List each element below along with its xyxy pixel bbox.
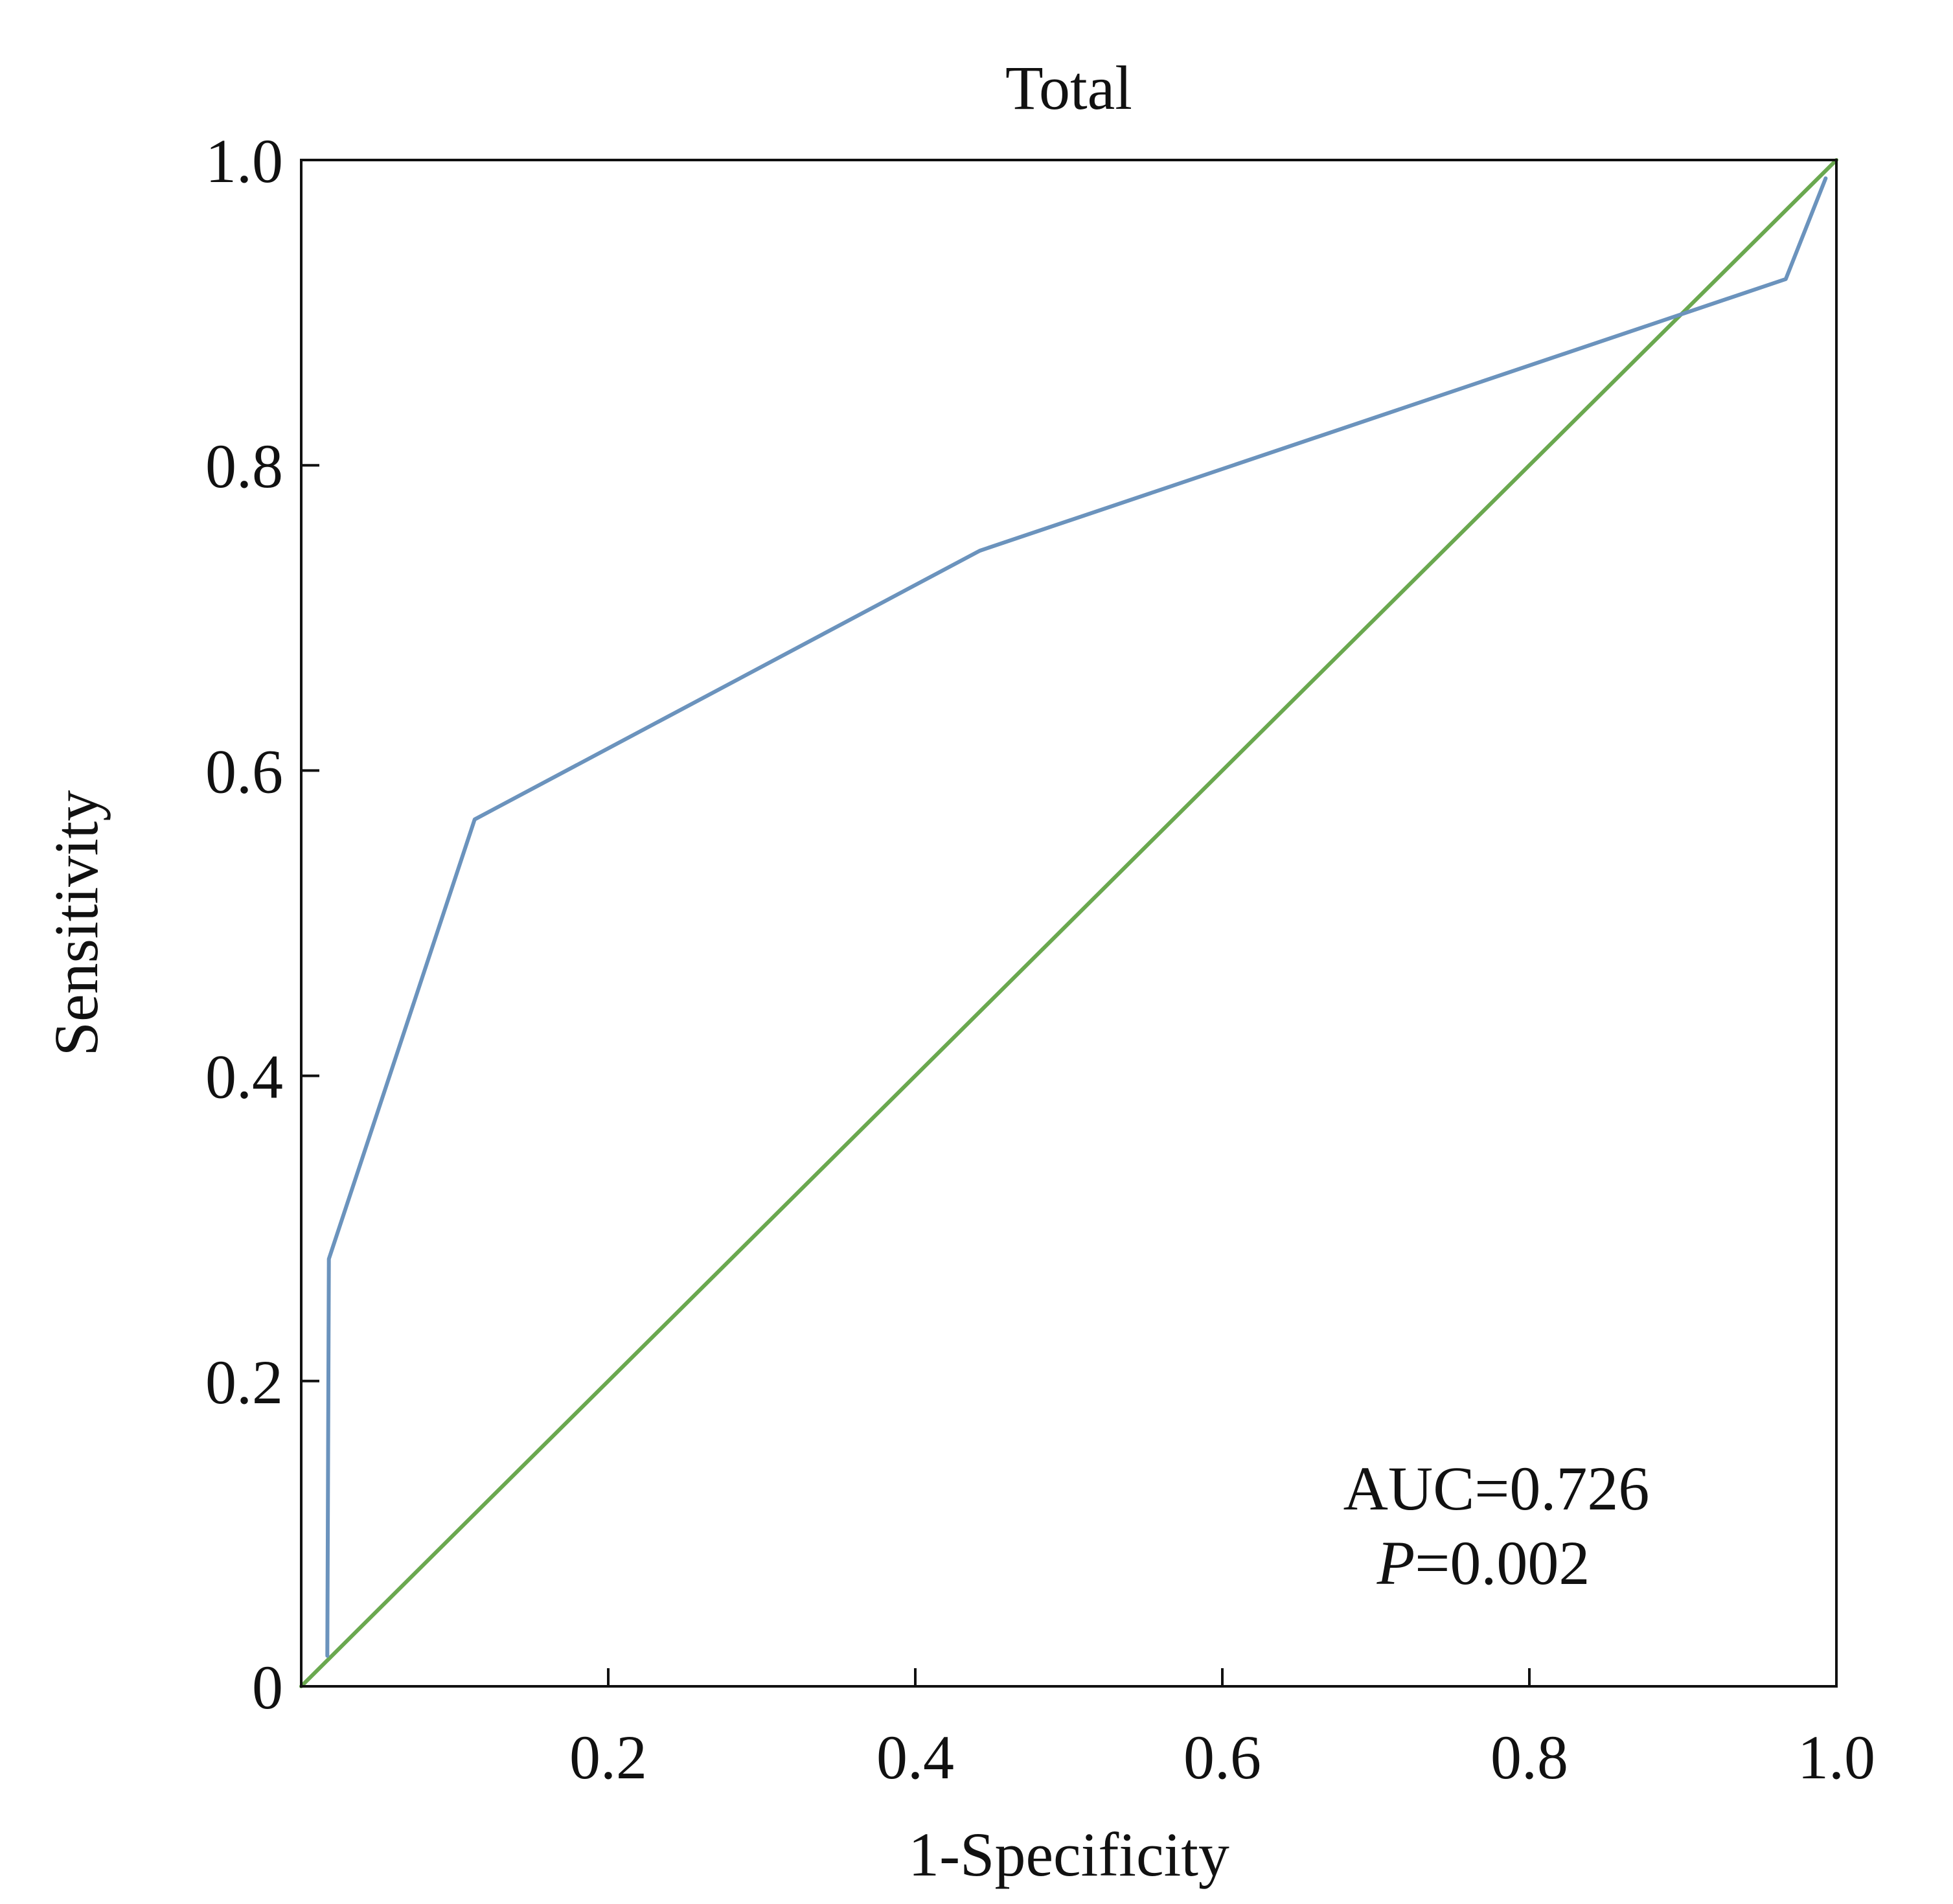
y-tick-label: 0.8 [205,431,283,501]
x-axis-label: 1-Specificity [908,1820,1229,1889]
ticks-layer: 0.2 0.4 0.6 0.8 1.0 0 0.2 0.4 0.6 0.8 1.0 [205,126,1875,1792]
x-tick-label: 0.6 [1183,1723,1261,1792]
series-layer [299,158,1838,1688]
y-tick-label: 1.0 [205,126,283,196]
x-tick-label: 1.0 [1798,1723,1875,1792]
y-tick-label: 0.2 [205,1348,283,1417]
auc-annotation: AUC=0.726 [1343,1454,1650,1523]
x-tick-label: 0.2 [569,1723,647,1792]
y-tick-label: 0 [252,1653,283,1722]
p-value-symbol: P [1376,1528,1415,1598]
y-tick-label: 0.6 [205,737,283,806]
p-value-annotation: P=0.002 [1376,1528,1590,1598]
plot-frame [300,159,1838,1688]
x-tick-label: 0.8 [1490,1723,1568,1792]
y-tick-label: 0.4 [205,1042,283,1112]
p-value-number: =0.002 [1415,1528,1590,1598]
reference-diagonal-line [299,158,1838,1688]
x-tick-label: 0.4 [876,1723,954,1792]
y-axis-label: Sensitivity [41,790,111,1057]
chart-title: Total [1005,53,1132,122]
roc-curve-line [325,176,1828,1658]
